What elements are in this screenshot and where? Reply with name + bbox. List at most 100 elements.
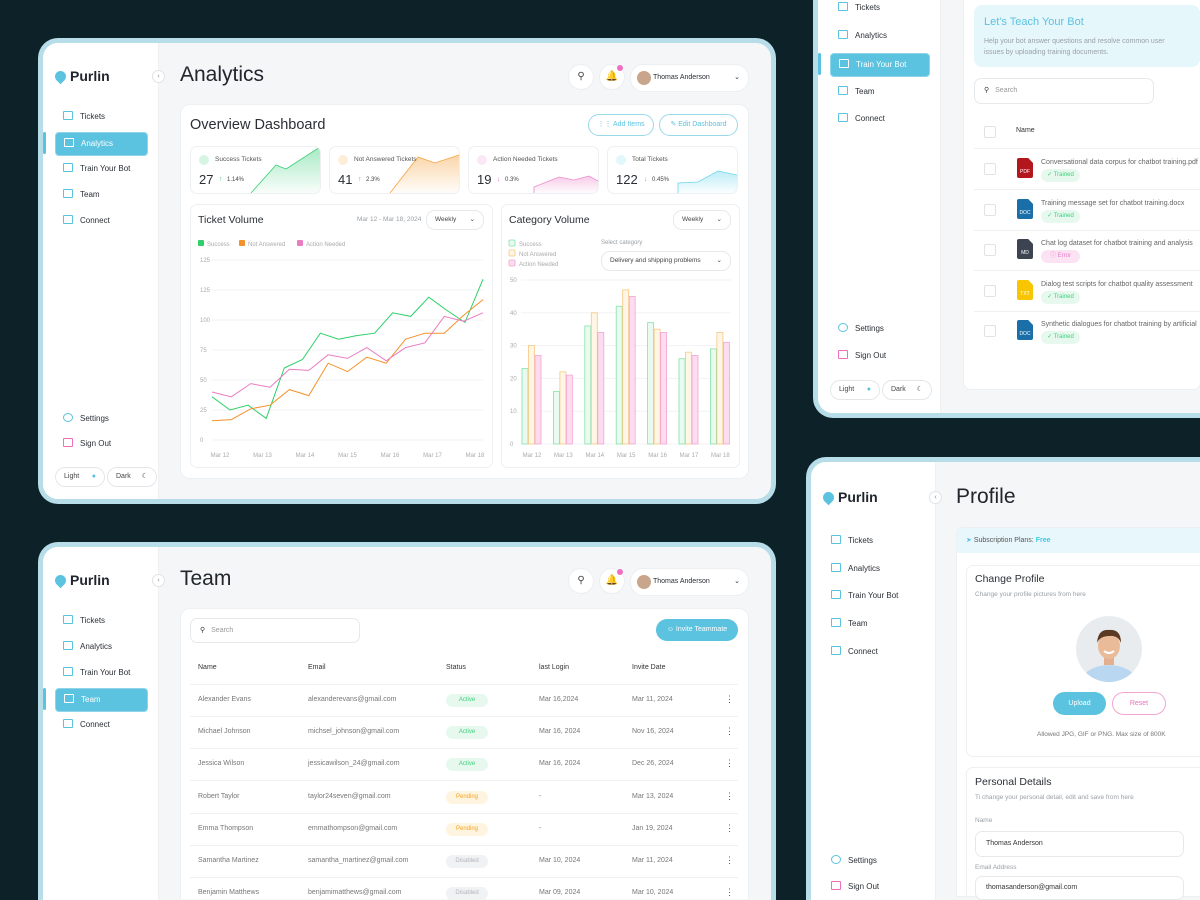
file-name[interactable]: Synthetic dialogues for chatbot training… bbox=[1041, 321, 1197, 328]
dark-mode-toggle[interactable]: Dark ☾ bbox=[882, 380, 932, 400]
row-checkbox[interactable] bbox=[984, 163, 996, 175]
sidebar-item-settings[interactable]: Settings bbox=[55, 408, 109, 430]
stat-card: Action Needed Tickets 19 ↓ 0.3% bbox=[468, 146, 599, 194]
search-button[interactable]: ⚲ bbox=[568, 568, 594, 594]
more-options-icon[interactable]: ⋮ bbox=[725, 822, 734, 833]
cell-name: Jessica Wilson bbox=[198, 760, 245, 768]
bar-not-answered bbox=[653, 328, 661, 445]
bot-icon bbox=[63, 163, 73, 172]
file-doc-icon: DOC bbox=[1017, 320, 1033, 340]
sidebar-item-sign-out[interactable]: Sign Out bbox=[830, 346, 886, 366]
file-name[interactable]: Dialog test scripts for chatbot quality … bbox=[1041, 281, 1193, 288]
ticket-period-dropdown[interactable]: Weekly ⌄ bbox=[426, 210, 484, 230]
stat-label: Action Needed Tickets bbox=[493, 156, 558, 163]
sidebar-item-connect[interactable]: Connect bbox=[55, 210, 146, 232]
sidebar-item-label: Analytics bbox=[855, 31, 888, 40]
search-button[interactable]: ⚲ bbox=[568, 64, 594, 90]
reset-button[interactable]: Reset bbox=[1112, 692, 1166, 715]
sidebar-item-analytics[interactable]: Analytics bbox=[830, 25, 928, 47]
sidebar-item-team[interactable]: Team bbox=[823, 613, 923, 635]
brand-logo: Purlin bbox=[820, 489, 878, 506]
sidebar-item-team[interactable]: Team bbox=[55, 688, 148, 712]
stat-label: Success Tickets bbox=[215, 156, 262, 163]
divider bbox=[190, 877, 738, 878]
team-card bbox=[180, 608, 749, 899]
sidebar-item-team[interactable]: Team bbox=[55, 184, 146, 206]
x-tick-label: Mar 15 bbox=[617, 453, 636, 459]
search-input[interactable]: ⚲ Search bbox=[190, 618, 360, 643]
row-checkbox[interactable] bbox=[984, 204, 996, 216]
sidebar-item-analytics[interactable]: Analytics bbox=[823, 558, 923, 580]
stat-card: Total Tickets 122 ↓ 0.45% bbox=[607, 146, 738, 194]
collapse-sidebar-button[interactable]: ‹ bbox=[152, 70, 165, 83]
cell-name: Michael Johnson bbox=[198, 728, 251, 736]
user-name: Thomas Anderson bbox=[653, 578, 710, 585]
email-field[interactable]: thomasanderson@gmail.com bbox=[975, 876, 1184, 900]
sidebar-item-sign-out[interactable]: Sign Out bbox=[55, 434, 111, 454]
sidebar-item-tickets[interactable]: Tickets bbox=[55, 610, 146, 632]
sidebar-item-train-your-bot[interactable]: Train Your Bot bbox=[55, 158, 146, 180]
name-field[interactable]: Thomas Anderson bbox=[975, 831, 1184, 857]
row-checkbox[interactable] bbox=[984, 285, 996, 297]
sidebar-item-train-your-bot[interactable]: Train Your Bot bbox=[823, 585, 923, 607]
sidebar-item-team[interactable]: Team bbox=[830, 81, 928, 103]
more-options-icon[interactable]: ⋮ bbox=[725, 790, 734, 801]
light-mode-toggle[interactable]: Light ● bbox=[830, 380, 880, 400]
legend-label: Not Answered bbox=[519, 252, 556, 258]
bar-action-needed bbox=[566, 374, 573, 445]
row-checkbox[interactable] bbox=[984, 244, 996, 256]
more-options-icon[interactable]: ⋮ bbox=[725, 855, 734, 865]
collapse-sidebar-button[interactable]: ‹ bbox=[929, 491, 942, 504]
sidebar-item-connect[interactable]: Connect bbox=[830, 108, 928, 130]
subscription-plan: Free bbox=[1035, 537, 1051, 544]
sidebar-item-tickets[interactable]: Tickets bbox=[823, 530, 923, 552]
more-options-icon[interactable]: ⋮ bbox=[725, 887, 734, 898]
user-menu[interactable]: Thomas Anderson ⌄ bbox=[630, 64, 749, 92]
sidebar-item-analytics[interactable]: Analytics bbox=[55, 636, 146, 658]
more-options-icon[interactable]: ⋮ bbox=[725, 694, 734, 704]
category-select[interactable]: Delivery and shipping problems ⌄ bbox=[601, 251, 731, 271]
y-tick-label: 30 bbox=[510, 344, 517, 350]
sidebar-item-settings[interactable]: Settings bbox=[823, 850, 877, 872]
light-mode-toggle[interactable]: Light ● bbox=[55, 467, 105, 487]
dark-mode-toggle[interactable]: Dark ☾ bbox=[107, 467, 157, 487]
row-checkbox[interactable] bbox=[984, 325, 996, 337]
sidebar-item-analytics[interactable]: Analytics bbox=[55, 132, 148, 156]
logo-pin-icon bbox=[52, 572, 69, 589]
sign-out-label: Sign Out bbox=[848, 882, 880, 891]
file-name[interactable]: Training message set for chatbot trainin… bbox=[1041, 200, 1185, 207]
more-options-icon[interactable]: ⋮ bbox=[725, 726, 734, 737]
cell-last-login: Mar 09, 2024 bbox=[539, 889, 581, 897]
file-name[interactable]: Conversational data corpus for chatbot t… bbox=[1041, 159, 1198, 166]
sparkline-line bbox=[677, 170, 737, 193]
notification-button[interactable]: 🔔 bbox=[599, 568, 625, 594]
edit-dashboard-button[interactable]: ✎ Edit Dashboard bbox=[659, 114, 738, 136]
grid-icon bbox=[63, 215, 73, 224]
category-period-dropdown[interactable]: Weekly ⌄ bbox=[673, 210, 731, 230]
file-name[interactable]: Chat log dataset for chatbot training an… bbox=[1041, 240, 1193, 247]
chevron-down-icon: ⌄ bbox=[734, 578, 740, 585]
bar-not-answered bbox=[528, 345, 535, 445]
sidebar-item-connect[interactable]: Connect bbox=[823, 641, 923, 663]
collapse-sidebar-button[interactable]: ‹ bbox=[152, 574, 165, 587]
status-badge: ⓘ Error bbox=[1041, 250, 1080, 263]
more-options-icon[interactable]: ⋮ bbox=[725, 758, 734, 769]
sidebar-item-connect[interactable]: Connect bbox=[55, 714, 146, 736]
y-tick-label: 125 bbox=[200, 258, 211, 264]
sidebar-item-train-your-bot[interactable]: Train Your Bot bbox=[55, 662, 146, 684]
stat-icon bbox=[616, 155, 626, 165]
add-items-button[interactable]: ⋮⋮ Add Items bbox=[588, 114, 654, 136]
email-label: Email Address bbox=[975, 864, 1017, 871]
sidebar-item-settings[interactable]: Settings bbox=[830, 318, 884, 340]
sidebar-item-tickets[interactable]: Tickets bbox=[830, 0, 928, 19]
select-all-checkbox[interactable] bbox=[984, 126, 996, 138]
file-type: PDF bbox=[1020, 169, 1030, 175]
sparkline-area bbox=[534, 176, 598, 193]
sidebar-item-tickets[interactable]: Tickets bbox=[55, 106, 146, 128]
user-menu[interactable]: Thomas Anderson ⌄ bbox=[630, 568, 749, 596]
upload-button[interactable]: Upload bbox=[1053, 692, 1106, 715]
sidebar-item-sign-out[interactable]: Sign Out bbox=[823, 877, 879, 897]
sidebar-item-train-your-bot[interactable]: Train Your Bot bbox=[830, 53, 930, 77]
search-input[interactable]: ⚲ Search bbox=[974, 78, 1154, 104]
invite-teammate-button[interactable]: ☺ Invite Teammate bbox=[656, 619, 738, 641]
